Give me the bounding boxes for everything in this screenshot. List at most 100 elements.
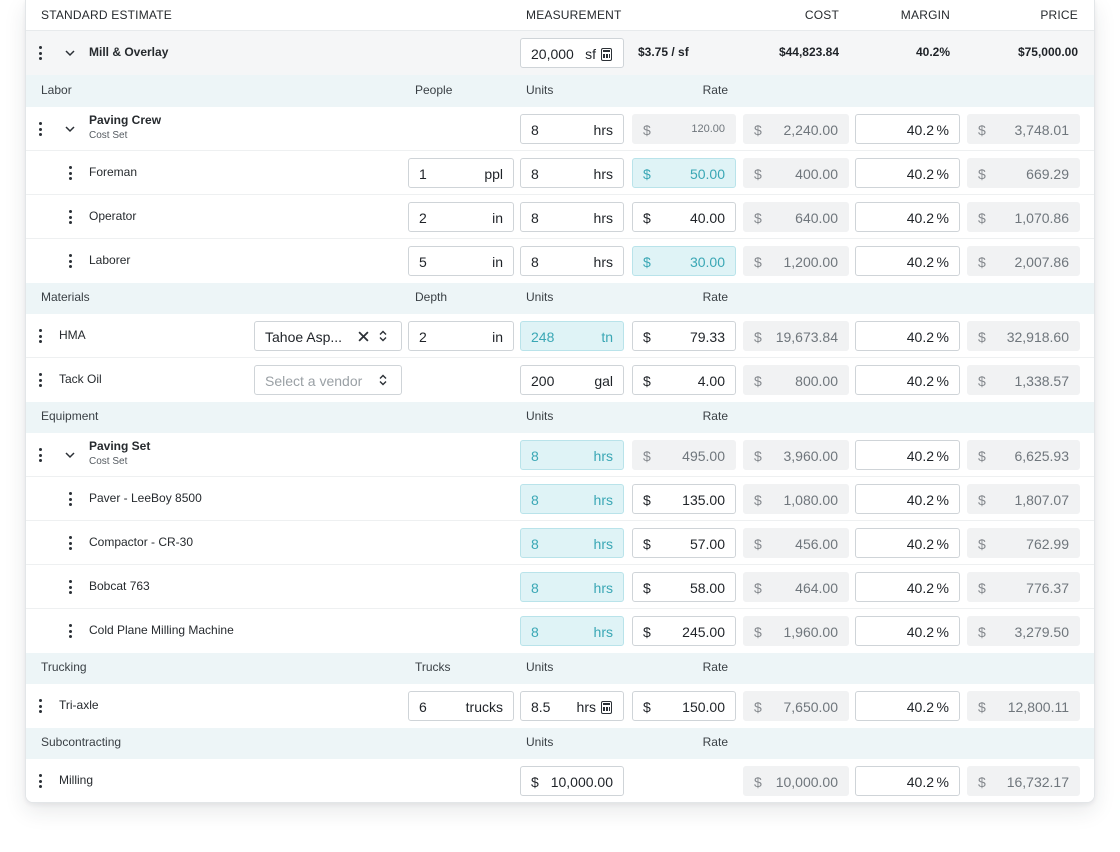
more-options-icon[interactable]: [37, 698, 43, 714]
margin-value: 40.2: [906, 536, 934, 552]
margin-input[interactable]: 40.2%: [855, 158, 960, 188]
margin-input[interactable]: 40.2%: [855, 246, 960, 276]
more-options-icon[interactable]: [37, 372, 43, 388]
more-options-icon[interactable]: [67, 253, 73, 269]
margin-input[interactable]: 40.2%: [855, 616, 960, 646]
calculator-icon[interactable]: [601, 701, 612, 714]
rate-input[interactable]: $4.00: [632, 365, 736, 395]
rate-input[interactable]: $50.00: [632, 158, 736, 188]
line-item-row[interactable]: HMA Tahoe Asp... 2 in 248 tn $79.33 $19,67…: [26, 314, 1094, 358]
more-options-icon[interactable]: [37, 121, 43, 137]
more-options-icon[interactable]: [67, 491, 73, 507]
chevron-down-icon[interactable]: [65, 48, 75, 58]
cost-value: 800.00: [795, 373, 838, 389]
line-item-row[interactable]: Paver - LeeBoy 8500 8 hrs $135.00 $1,080.…: [26, 477, 1094, 521]
cost-set-row[interactable]: Paving Set Cost Set 8 hrs $495.00 $3,960.…: [26, 433, 1094, 477]
group-row-mill-overlay[interactable]: Mill & Overlay 20,000 sf: [26, 31, 1094, 75]
margin-input[interactable]: 40.2%: [855, 202, 960, 232]
margin-input[interactable]: 40.2%: [855, 528, 960, 558]
more-options-icon[interactable]: [37, 328, 43, 344]
price-value: 6,625.93: [1014, 448, 1070, 464]
line-item-row[interactable]: Foreman 1 ppl 8 hrs $50.00 $400.00 40.2% $…: [26, 151, 1094, 195]
units-input[interactable]: 8 hrs: [520, 484, 624, 514]
units-input[interactable]: 8 hrs: [520, 440, 624, 470]
units-input[interactable]: 8 hrs: [520, 616, 624, 646]
rate-value: 150.00: [682, 699, 725, 715]
margin-input[interactable]: 40.2%: [855, 484, 960, 514]
price-value: 1,807.07: [1014, 492, 1070, 508]
rate-input[interactable]: $150.00: [632, 691, 736, 721]
line-item-row[interactable]: Milling $10,000.00 $10,000.00 40.2% $16,…: [26, 759, 1094, 802]
section-label: Trucking: [41, 660, 87, 674]
more-options-icon[interactable]: [67, 623, 73, 639]
units-unit: hrs: [593, 166, 613, 182]
vendor-select[interactable]: Select a vendor: [254, 365, 402, 395]
line-item-row[interactable]: Tri-axle 6 trucks 8.5 hrs $150.00 $7,650.…: [26, 684, 1094, 728]
more-options-icon[interactable]: [67, 579, 73, 595]
rate-input[interactable]: $245.00: [632, 616, 736, 646]
more-options-icon[interactable]: [37, 45, 43, 61]
more-options-icon[interactable]: [37, 447, 43, 463]
more-options-icon[interactable]: [67, 165, 73, 181]
currency-symbol: $: [643, 166, 651, 182]
rate-input[interactable]: $40.00: [632, 202, 736, 232]
units-input[interactable]: 8 hrs: [520, 114, 624, 144]
rate-input[interactable]: $30.00: [632, 246, 736, 276]
units-input[interactable]: 200 gal: [520, 365, 624, 395]
margin-input[interactable]: 40.2%: [855, 114, 960, 144]
price-value: 2,007.86: [1014, 254, 1070, 270]
line-item-row[interactable]: Compactor - CR-30 8 hrs $57.00 $456.00 40…: [26, 521, 1094, 565]
col-rate: Rate: [702, 83, 728, 97]
more-options-icon[interactable]: [67, 209, 73, 225]
line-item-row[interactable]: Cold Plane Milling Machine 8 hrs $245.00 …: [26, 609, 1094, 653]
cost-value: 10,000.00: [775, 774, 838, 790]
chevron-down-icon[interactable]: [65, 124, 75, 134]
units-input[interactable]: 248 tn: [520, 321, 624, 351]
cost-field: $10,000.00: [743, 766, 849, 796]
margin-input[interactable]: 40.2%: [855, 572, 960, 602]
rate-input[interactable]: $58.00: [632, 572, 736, 602]
units-input[interactable]: 8 hrs: [520, 202, 624, 232]
line-item-row[interactable]: Laborer 5 in 8 hrs $30.00 $1,200.00 40.2% …: [26, 239, 1094, 283]
margin-input[interactable]: 40.2%: [855, 321, 960, 351]
cost-field: $19,673.84: [743, 321, 849, 351]
margin-input[interactable]: 40.2%: [855, 691, 960, 721]
amount-input[interactable]: $10,000.00: [520, 766, 624, 796]
currency-symbol: $: [754, 210, 762, 226]
clear-icon[interactable]: [358, 331, 369, 342]
currency-symbol: $: [754, 580, 762, 596]
margin-input[interactable]: 40.2%: [855, 440, 960, 470]
rate-input[interactable]: $79.33: [632, 321, 736, 351]
chevron-down-icon[interactable]: [65, 450, 75, 460]
price-field: $3,748.01: [967, 114, 1080, 144]
more-options-icon[interactable]: [37, 773, 43, 789]
measurement-input[interactable]: 20,000 sf: [520, 38, 624, 68]
more-options-icon[interactable]: [67, 535, 73, 551]
amount-value: 10,000.00: [550, 774, 613, 790]
people-input[interactable]: 5 in: [408, 246, 514, 276]
units-input[interactable]: 8 hrs: [520, 528, 624, 558]
margin-input[interactable]: 40.2%: [855, 766, 960, 796]
line-item-row[interactable]: Tack Oil Select a vendor 200 gal $4.00 $8…: [26, 358, 1094, 402]
margin-input[interactable]: 40.2%: [855, 365, 960, 395]
units-value: 8: [531, 536, 539, 552]
people-input[interactable]: 1 ppl: [408, 158, 514, 188]
rate-input[interactable]: $135.00: [632, 484, 736, 514]
line-item-row[interactable]: Bobcat 763 8 hrs $58.00 $464.00 40.2% $77…: [26, 565, 1094, 609]
units-input[interactable]: 8 hrs: [520, 158, 624, 188]
cost-field: $2,240.00: [743, 114, 849, 144]
currency-symbol: $: [978, 448, 986, 464]
margin-value: 40.2: [906, 329, 934, 345]
cost-set-row[interactable]: Paving Crew Cost Set 8 hrs $120.00 $2,240…: [26, 107, 1094, 151]
units-value: 8: [531, 166, 539, 182]
units-input[interactable]: 8 hrs: [520, 246, 624, 276]
vendor-select[interactable]: Tahoe Asp...: [254, 321, 402, 351]
depth-input[interactable]: 2 in: [408, 321, 514, 351]
units-input[interactable]: 8 hrs: [520, 572, 624, 602]
rate-input[interactable]: $57.00: [632, 528, 736, 558]
trucks-input[interactable]: 6 trucks: [408, 691, 514, 721]
people-input[interactable]: 2 in: [408, 202, 514, 232]
calculator-icon[interactable]: [601, 48, 612, 61]
line-item-row[interactable]: Operator 2 in 8 hrs $40.00 $640.00 40.2% $…: [26, 195, 1094, 239]
units-input[interactable]: 8.5 hrs: [520, 691, 624, 721]
